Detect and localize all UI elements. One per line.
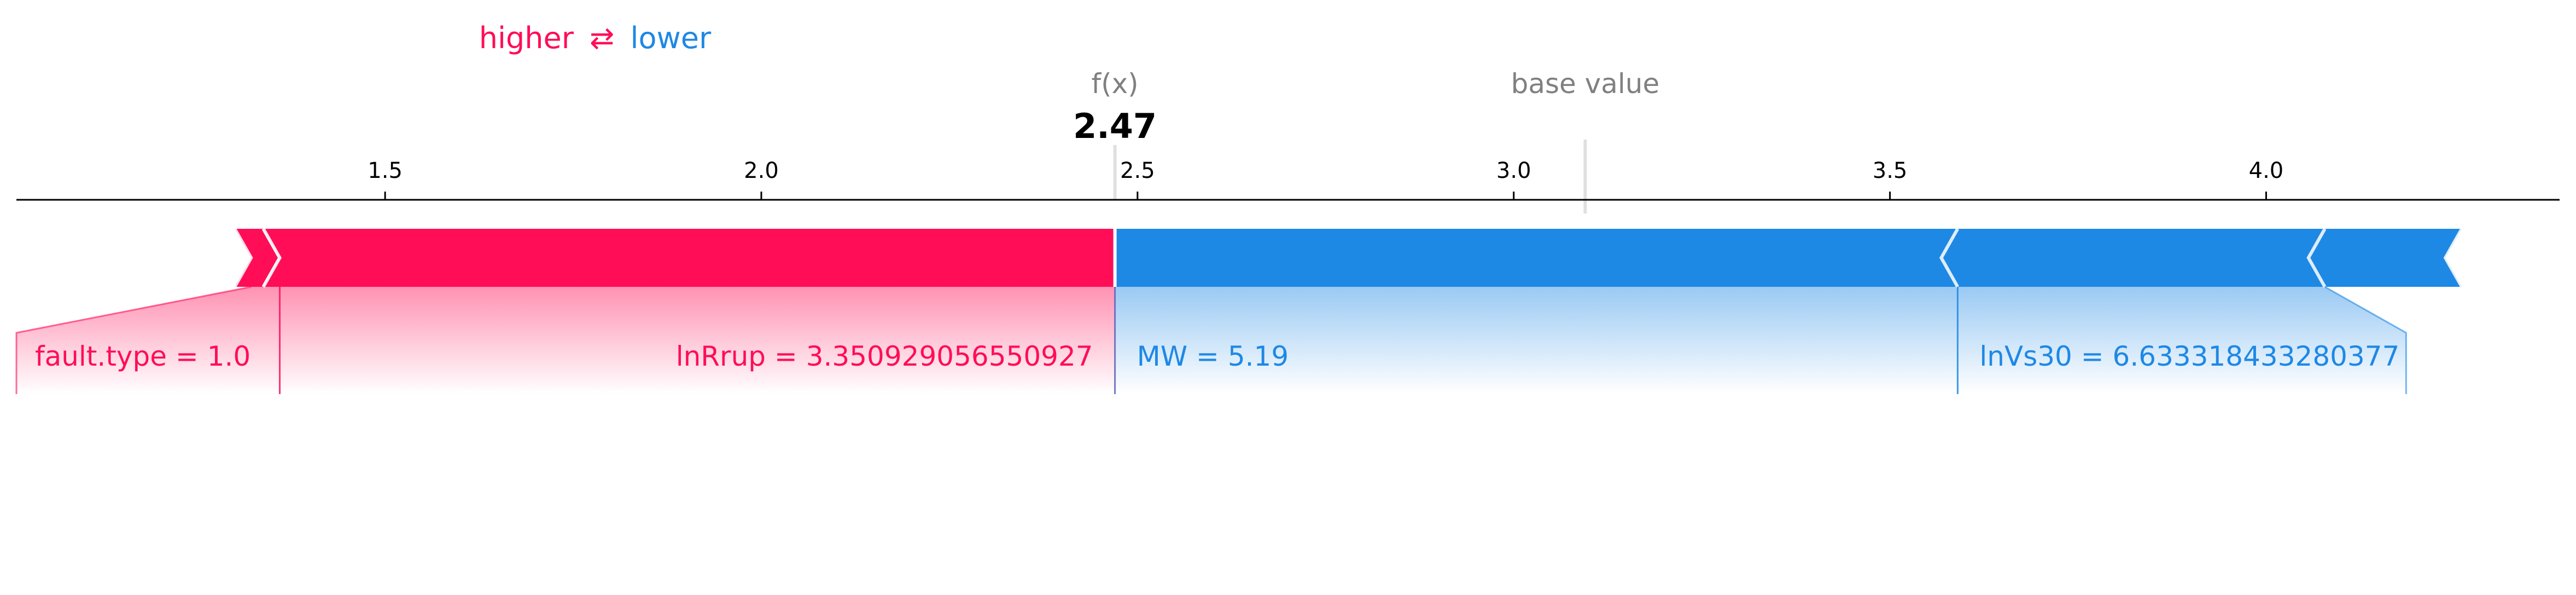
x-tick-label: 2.0 [744, 158, 779, 183]
annotations: fault.type = 1.0 lnRrup = 3.3509290565509… [15, 286, 2407, 394]
legend-arrow: ⇄ [590, 21, 614, 55]
bars [233, 228, 2463, 288]
feature-label-negative: lnVs30 = 6.633318433280377 [1979, 340, 2399, 372]
label-connector [15, 286, 252, 394]
x-tick-label: 2.5 [1120, 158, 1155, 183]
x-tick-label: 3.0 [1496, 158, 1531, 183]
feature-label-positive: fault.type = 1.0 [35, 340, 250, 372]
shadings [16, 287, 2406, 394]
label-shading [279, 287, 1115, 394]
output-label: f(x) [1091, 68, 1138, 100]
bar-negative-segment [2308, 229, 2462, 287]
bar-positive-segment [263, 229, 1115, 287]
output-value: 2.47 [1073, 106, 1157, 146]
bar-divider [2443, 228, 2463, 288]
bar-negative-segment [1115, 229, 1958, 287]
label-shading [1957, 287, 2406, 394]
label-shading [1115, 287, 1958, 394]
bar-divider [1939, 228, 1960, 288]
bar-negative-segment [1941, 229, 2325, 287]
bar-divider [261, 228, 282, 288]
bar-positive-segment [235, 229, 280, 287]
legend-lower: lower [631, 21, 712, 55]
feature-label-positive: lnRrup = 3.350929056550927 [676, 340, 1093, 372]
feature-label-negative: MW = 5.19 [1137, 340, 1289, 372]
label-shading [16, 287, 280, 394]
x-tick-label: 3.5 [1873, 158, 1908, 183]
label-connector [2324, 286, 2407, 394]
x-axis-ticks: 1.5 2.0 2.5 3.0 3.5 4.0 [368, 158, 2283, 200]
legend-higher: higher [479, 21, 574, 55]
x-tick-label: 1.5 [368, 158, 403, 183]
legend: higher ⇄ lower [479, 21, 712, 55]
bar-divider [233, 228, 253, 288]
base-value-label: base value [1511, 68, 1660, 100]
bar-divider [2306, 228, 2327, 288]
x-tick-label: 4.0 [2249, 158, 2284, 183]
